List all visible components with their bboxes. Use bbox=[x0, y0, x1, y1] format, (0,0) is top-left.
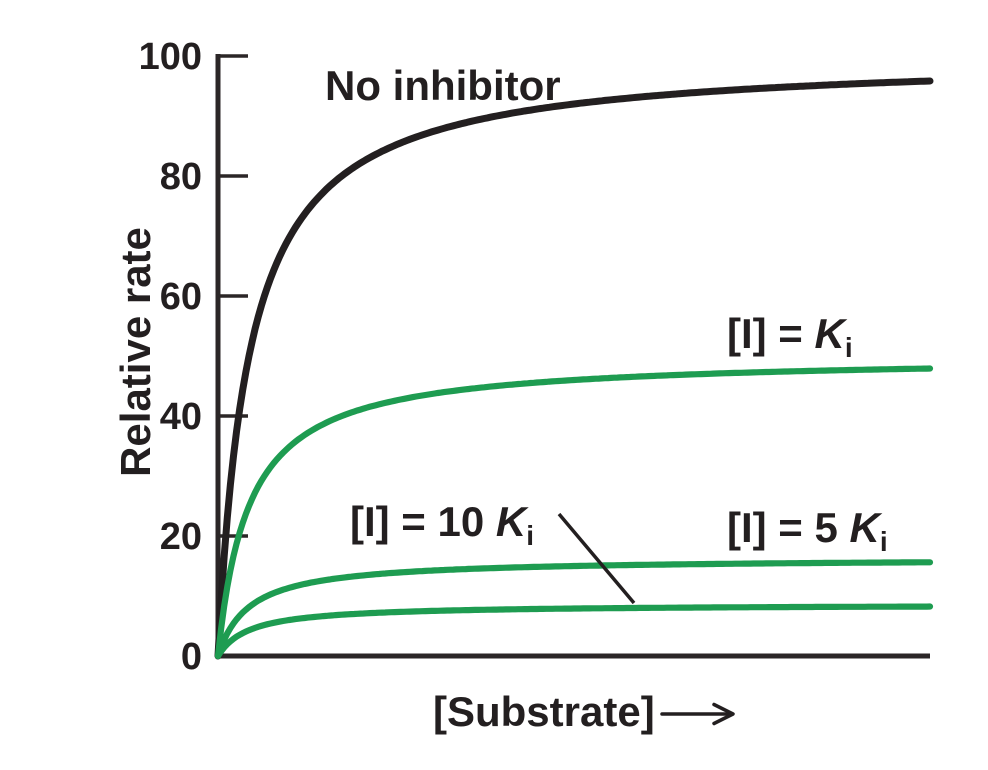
curve-label-5ki: [I] = 5 Ki bbox=[727, 504, 888, 557]
curve-label-ki: [I] = Ki bbox=[727, 310, 853, 363]
y-tick-label: 80 bbox=[160, 156, 202, 198]
curve-10ki bbox=[214, 603, 934, 660]
label-leader-line bbox=[557, 512, 636, 605]
curve-5ki bbox=[214, 559, 934, 660]
y-tick-label: 0 bbox=[181, 636, 202, 678]
y-axis-title: Relative rate bbox=[112, 227, 159, 477]
y-tick-label: 20 bbox=[160, 516, 202, 558]
curve-ki bbox=[214, 365, 934, 660]
right-arrow-icon bbox=[660, 702, 735, 726]
data-curves bbox=[214, 77, 934, 660]
y-tick-label: 100 bbox=[139, 36, 202, 78]
x-axis-title: [Substrate] bbox=[433, 688, 655, 735]
curve-label-10ki: [I] = 10 Ki bbox=[350, 498, 534, 551]
y-tick-label: 40 bbox=[160, 396, 202, 438]
y-axis-tick-labels: 100 80 60 40 20 0 bbox=[139, 36, 202, 678]
curve-label-no-inhibitor: No inhibitor bbox=[325, 62, 561, 109]
y-tick-label: 60 bbox=[160, 276, 202, 318]
curve-no-inhibitor bbox=[214, 77, 934, 660]
